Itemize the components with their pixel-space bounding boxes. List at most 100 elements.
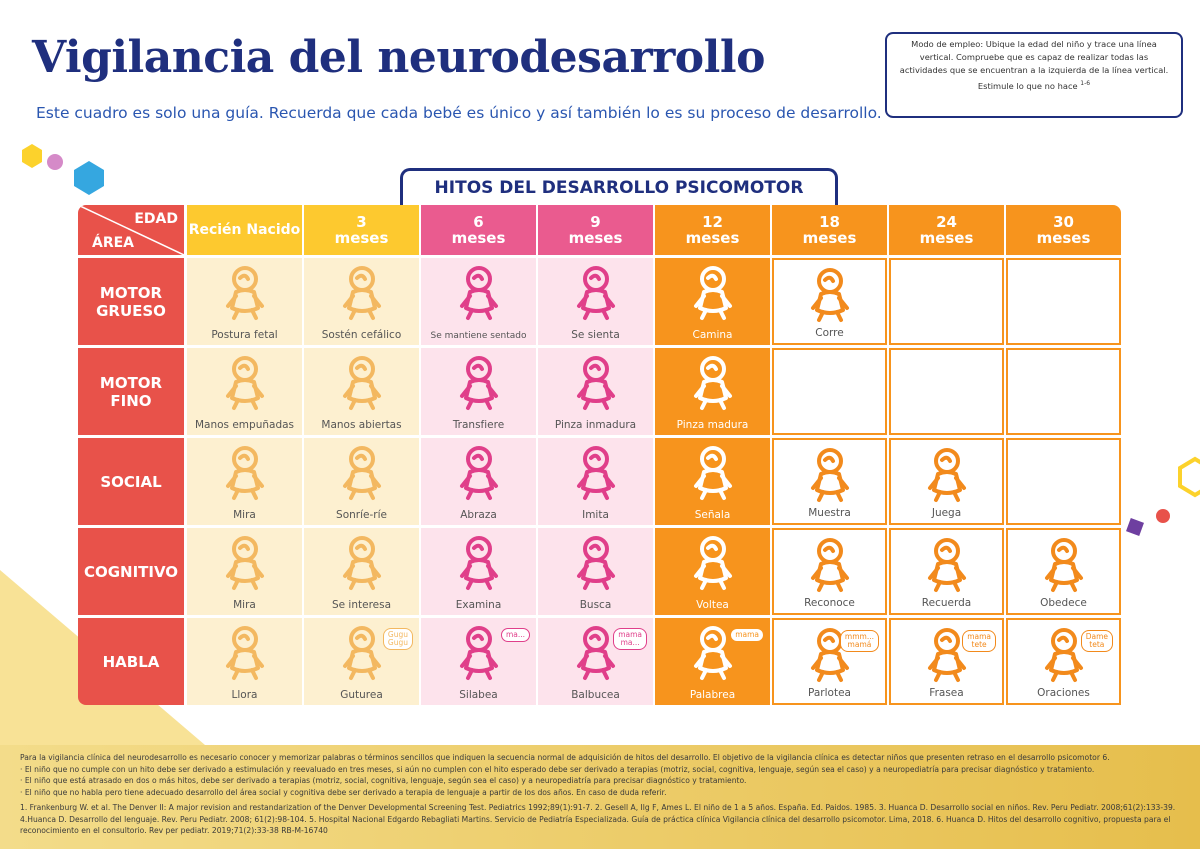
milestone-icon [693, 536, 732, 590]
footer: Para la vigilancia clínica del neurodesa… [20, 752, 1185, 837]
milestone-cell: Voltea [655, 528, 770, 615]
milestone-cell [889, 258, 1004, 345]
milestone-label: Sostén cefálico [321, 329, 402, 341]
milestone-label: Llora [231, 689, 258, 701]
milestone-cell: Frasea mama tete [889, 618, 1004, 705]
milestone-cell: Busca [538, 528, 653, 615]
milestone-icon [459, 536, 498, 590]
milestone-cell [772, 348, 887, 435]
milestone-cell: Silabea ma... [421, 618, 536, 705]
milestone-cell: Pinza madura [655, 348, 770, 435]
speech-bubble: Gugu Gugu [382, 628, 413, 650]
milestone-cell: Pinza inmadura [538, 348, 653, 435]
milestone-icon [225, 446, 264, 500]
milestone-cell: Abraza [421, 438, 536, 525]
milestone-cell: Postura fetal [187, 258, 302, 345]
milestone-icon [810, 268, 849, 322]
milestone-label: Guturea [340, 689, 383, 701]
milestone-label: Balbucea [571, 689, 620, 701]
milestone-label: Se mantiene sentado [430, 331, 527, 341]
milestone-icon [1044, 628, 1083, 682]
milestone-cell: Obedece [1006, 528, 1121, 615]
milestone-cell: Manos abiertas [304, 348, 419, 435]
milestone-cell: Balbucea mama ma... [538, 618, 653, 705]
milestone-icon [1044, 538, 1083, 592]
milestone-icon [225, 626, 264, 680]
milestone-label: Manos abiertas [321, 419, 402, 431]
milestone-icon [342, 536, 381, 590]
milestone-cell: Reconoce [772, 528, 887, 615]
hexagon-deco [1178, 456, 1200, 498]
milestone-cell: Se mantiene sentado [421, 258, 536, 345]
milestone-label: Examina [455, 599, 502, 611]
milestone-icon [810, 628, 849, 682]
milestone-cell: Guturea Gugu Gugu [304, 618, 419, 705]
speech-bubble: mama ma... [613, 628, 647, 650]
column-header: 9 meses [538, 205, 653, 255]
milestone-icon [693, 446, 732, 500]
milestone-cell [1006, 348, 1121, 435]
milestone-cell: Se sienta [538, 258, 653, 345]
milestone-label: Sonríe-ríe [336, 509, 387, 521]
milestone-label: Obedece [1040, 597, 1087, 609]
milestone-icon [576, 266, 615, 320]
milestone-label: Abraza [460, 509, 497, 521]
milestone-cell: Se interesa [304, 528, 419, 615]
speech-bubble: ma... [500, 628, 530, 642]
column-header: 18 meses [772, 205, 887, 255]
milestone-cell: Sostén cefálico [304, 258, 419, 345]
title: Vigilancia del neurodesarrollo [32, 32, 765, 83]
milestone-icon [342, 356, 381, 410]
footer-note: · El niño que está atrasado en dos o más… [20, 776, 747, 785]
milestone-label: Manos empuñadas [194, 419, 295, 431]
milestone-icon [459, 266, 498, 320]
corner-area: ÁREA [92, 235, 135, 251]
milestone-cell: Sonríe-ríe [304, 438, 419, 525]
area-label: MOTOR FINO [78, 348, 184, 435]
milestone-icon [927, 628, 966, 682]
milestone-label: Recuerda [921, 597, 972, 609]
column-header: Recién Nacido [187, 205, 302, 255]
milestone-cell: Parlotea mmm... mamá [772, 618, 887, 705]
column-header: 3 meses [304, 205, 419, 255]
milestone-label: Voltea [696, 599, 729, 611]
footer-band [0, 745, 1200, 849]
milestone-icon [225, 356, 264, 410]
milestone-icon [927, 448, 966, 502]
table-heading: HITOS DEL DESARROLLO PSICOMOTOR [400, 168, 838, 205]
milestone-icon [693, 266, 732, 320]
milestone-cell: Imita [538, 438, 653, 525]
milestone-label: Reconoce [804, 597, 855, 609]
references: 1. Frankenburg W. et al. The Denver II: … [20, 803, 1176, 835]
instructions-box: Modo de empleo: Ubique la edad del niño … [885, 32, 1183, 118]
column-header: 24 meses [889, 205, 1004, 255]
milestone-cell: Palabrea mama [655, 618, 770, 705]
milestone-cell: Mira [187, 528, 302, 615]
milestone-icon [810, 448, 849, 502]
milestone-label: Oraciones [1037, 687, 1090, 699]
corner-cell: EDAD ÁREA [78, 205, 184, 255]
subtitle: Este cuadro es solo una guía. Recuerda q… [36, 104, 882, 122]
milestone-label: Pinza madura [676, 419, 749, 431]
milestone-cell: Muestra [772, 438, 887, 525]
milestone-icon [342, 446, 381, 500]
milestone-label: Transfiere [452, 419, 505, 431]
milestone-label: Señala [694, 509, 731, 521]
milestone-icon [459, 356, 498, 410]
milestone-icon [459, 446, 498, 500]
milestone-label: Juega [931, 507, 962, 519]
speech-bubble: mmm... mamá [839, 630, 879, 652]
milestone-icon [810, 538, 849, 592]
area-label: COGNITIVO [78, 528, 184, 615]
circle-deco [47, 154, 63, 170]
column-header: 6 meses [421, 205, 536, 255]
milestone-cell: Señala [655, 438, 770, 525]
corner-diagonal [78, 205, 184, 255]
milestone-label: Silabea [459, 689, 498, 701]
milestone-icon [576, 446, 615, 500]
milestone-cell: Manos empuñadas [187, 348, 302, 435]
area-label: HABLA [78, 618, 184, 705]
milestone-cell [1006, 258, 1121, 345]
milestone-label: Frasea [929, 687, 964, 699]
